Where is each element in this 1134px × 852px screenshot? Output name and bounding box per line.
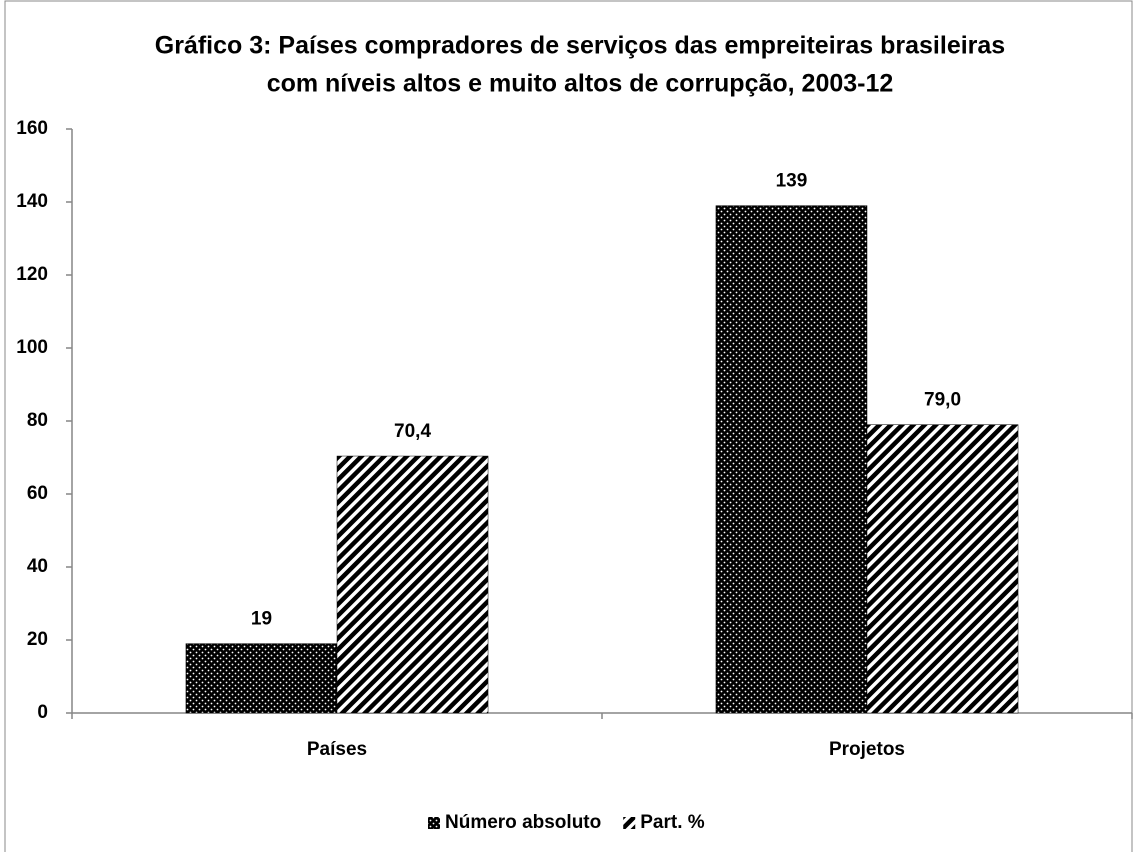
y-tick-label: 140 (16, 191, 48, 212)
y-tick-label: 60 (27, 483, 48, 504)
y-tick-label: 20 (27, 629, 48, 650)
legend-label: Número absoluto (445, 812, 601, 833)
legend-swatch (428, 817, 440, 829)
value-label: 79,0 (924, 390, 961, 411)
chart-frame (4, 0, 1133, 852)
y-tick-label: 80 (27, 410, 48, 431)
value-label: 70,4 (394, 421, 431, 442)
y-tick-label: 0 (37, 702, 48, 723)
y-tick-label: 120 (16, 264, 48, 285)
x-tick-label: Projetos (829, 739, 905, 760)
bar (336, 455, 489, 714)
value-label: 19 (251, 609, 272, 630)
x-tick-label: Países (307, 739, 367, 760)
legend-label: Part. % (640, 812, 705, 833)
value-label: 139 (776, 171, 808, 192)
bar (866, 424, 1019, 714)
title-line: Gráfico 3: Países compradores de serviço… (155, 32, 1005, 60)
chart-title: Gráfico 3: Países compradores de serviço… (155, 32, 1005, 98)
y-tick-label: 160 (16, 118, 48, 139)
y-tick-label: 100 (16, 337, 48, 358)
legend-swatch (623, 817, 636, 829)
bar (715, 205, 868, 714)
bar (185, 643, 338, 714)
title-line: com níveis altos e muito altos de corrup… (267, 70, 894, 98)
y-tick-label: 40 (27, 556, 48, 577)
